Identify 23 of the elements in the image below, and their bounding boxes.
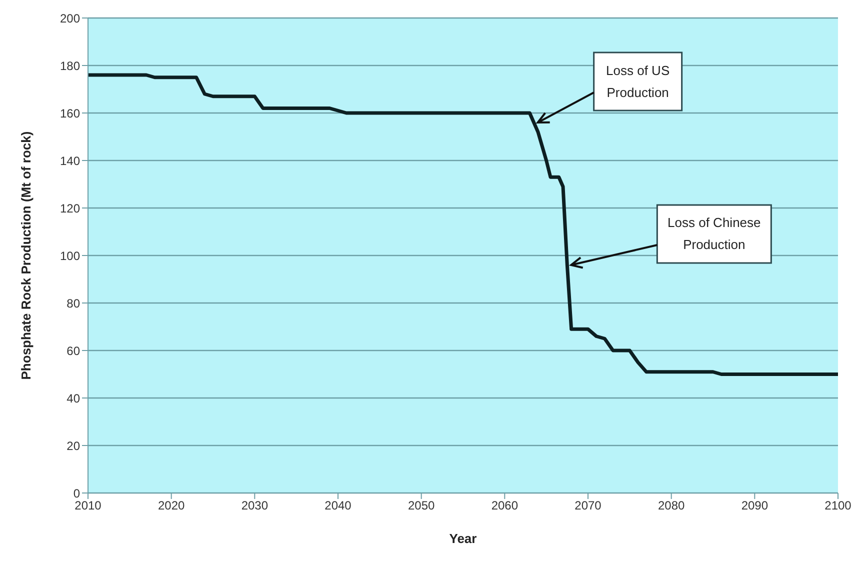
x-tick-label: 2040	[324, 498, 352, 513]
x-tick-label: 2100	[824, 498, 852, 513]
y-tick-label: 140	[60, 154, 80, 168]
x-tick-label: 2090	[741, 498, 768, 513]
y-tick-label: 200	[60, 11, 80, 26]
x-tick-label: 2050	[408, 498, 436, 513]
y-tick-label: 100	[60, 248, 80, 263]
y-tick-label: 160	[60, 106, 80, 120]
x-tick-label: 2070	[574, 498, 602, 513]
x-tick-label: 2020	[158, 498, 186, 513]
y-tick-label: 60	[66, 344, 80, 358]
x-tick-label: 2030	[241, 498, 268, 513]
y-tick-label: 80	[66, 296, 80, 310]
y-tick-label: 20	[66, 438, 80, 453]
x-tick-label: 2060	[491, 498, 518, 513]
y-tick-label: 120	[60, 201, 80, 216]
x-tick-label: 2010	[74, 498, 102, 513]
y-tick-label: 40	[66, 391, 80, 406]
x-tick-label: 2080	[658, 498, 686, 513]
y-tick-label: 0	[73, 486, 80, 500]
x-axis-title: Year	[449, 531, 477, 546]
y-tick-label: 180	[60, 58, 80, 73]
y-axis-title: Phosphate Rock Production (Mt of rock)	[18, 131, 34, 380]
